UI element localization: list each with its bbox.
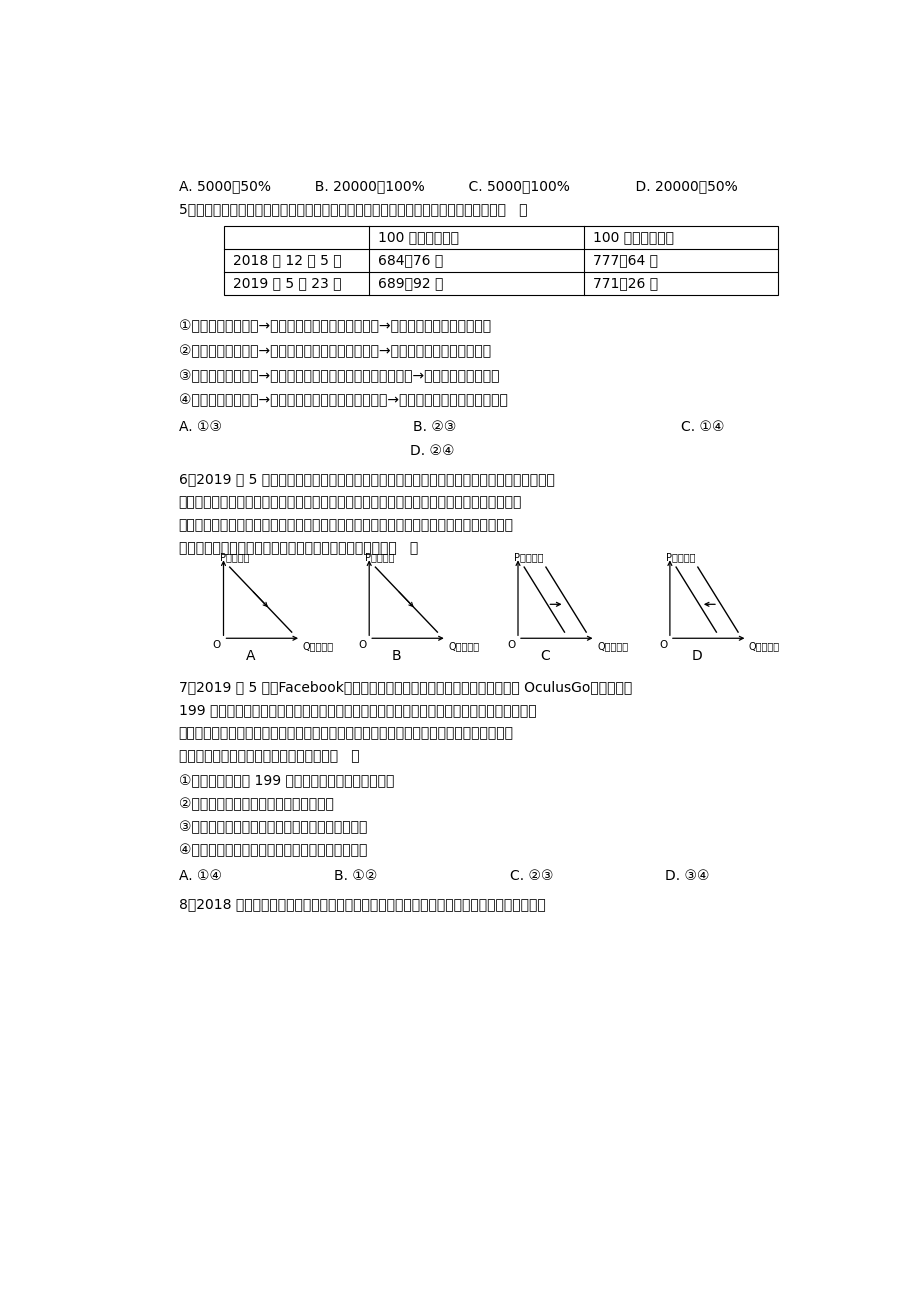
Text: 684．76 元: 684．76 元	[378, 253, 443, 267]
Text: 5．下表为中国人民银行外汇牌价变动情况。若不考虑其他因素，下列推导正确的是：（   ）: 5．下表为中国人民银行外汇牌价变动情况。若不考虑其他因素，下列推导正确的是：（ …	[178, 202, 527, 216]
Bar	[223, 225, 777, 294]
Text: O: O	[358, 639, 366, 650]
Text: D. ③④: D. ③④	[664, 870, 709, 883]
Text: 实，下列能正确反映传统能源公交车需求变动的图形是：（   ）: 实，下列能正确反映传统能源公交车需求变动的图形是：（ ）	[178, 542, 417, 555]
Text: A: A	[245, 648, 255, 663]
Text: Q（数量）: Q（数量）	[748, 642, 779, 651]
Text: B: B	[391, 648, 401, 663]
Text: ④人民币兑欧元升值→我国进口欧洲商品价格相对下降→有利于我国进口企业降低成本: ④人民币兑欧元升值→我国进口欧洲商品价格相对下降→有利于我国进口企业降低成本	[178, 393, 507, 408]
Text: 以获得良好的虚拟现实体验，如看电影时戴上它你会感觉自己坐在电影院里一样，渲染效果: 以获得良好的虚拟现实体验，如看电影时戴上它你会感觉自己坐在电影院里一样，渲染效果	[178, 727, 513, 740]
Text: C. ①④: C. ①④	[680, 419, 723, 434]
Text: Q（数量）: Q（数量）	[596, 642, 628, 651]
Text: 8．2018 年我国南方某地荔枝喜获丰收。为防止价贱伤农，当地政府倡议社会各界积极购买爱: 8．2018 年我国南方某地荔枝喜获丰收。为防止价贱伤农，当地政府倡议社会各界积…	[178, 897, 545, 911]
Text: 689．92 元: 689．92 元	[378, 276, 443, 290]
Text: P（价格）: P（价格）	[665, 552, 695, 562]
Text: ②该款头盔与电脑是互相补充的电子产品: ②该款头盔与电脑是互相补充的电子产品	[178, 797, 333, 811]
Text: O: O	[658, 639, 666, 650]
Text: 非常好。根据材料，下列分析正确的是：（   ）: 非常好。根据材料，下列分析正确的是：（ ）	[178, 749, 358, 763]
Text: ③商品使用价值的丰富能较好地满足消费者的需求: ③商品使用价值的丰富能较好地满足消费者的需求	[178, 820, 367, 835]
Text: 771．26 元: 771．26 元	[593, 276, 658, 290]
Text: 允许地方继续对购置新能源公交车给予补贴支持。不考虑其他因素，随着这一系列政策的落: 允许地方继续对购置新能源公交车给予补贴支持。不考虑其他因素，随着这一系列政策的落	[178, 518, 513, 533]
Text: 充电基础设施建设的支持力度，要求各地落实好新能源公交车免征车辆购置税、车船税政策，: 充电基础设施建设的支持力度，要求各地落实好新能源公交车免征车辆购置税、车船税政策…	[178, 495, 521, 509]
Text: C: C	[539, 648, 550, 663]
Text: O: O	[212, 639, 221, 650]
Text: D. ②④: D. ②④	[410, 444, 455, 458]
Text: 6．2019 年 5 月，国家财政部等四部委联合发布通知，强调要发挥好中央财政对新能源公交车: 6．2019 年 5 月，国家财政部等四部委联合发布通知，强调要发挥好中央财政对…	[178, 471, 554, 486]
Text: 7．2019 年 5 月，Facebook（脸书）正式发布了该公司的新款虚拟现实头盔 OculusGo。这款售价: 7．2019 年 5 月，Facebook（脸书）正式发布了该公司的新款虚拟现实…	[178, 680, 631, 694]
Text: 777．64 元: 777．64 元	[593, 253, 657, 267]
Text: Q（数量）: Q（数量）	[448, 642, 479, 651]
Text: P（价格）: P（价格）	[514, 552, 543, 562]
Text: ②人民币兑美元贬值→我国出口美国商品的价格下降→不利于我国商品出口到美国: ②人民币兑美元贬值→我国出口美国商品的价格下降→不利于我国商品出口到美国	[178, 344, 490, 358]
Text: ①美元兑人民币升值→我国企业在美国投资成本上升→不利于我国企业到美国投资: ①美元兑人民币升值→我国企业在美国投资成本上升→不利于我国企业到美国投资	[178, 319, 490, 333]
Text: 100 美元兑人民币: 100 美元兑人民币	[378, 230, 459, 243]
Text: P（价格）: P（价格）	[365, 552, 394, 562]
Text: A. 5000、50%          B. 20000、100%          C. 5000、100%               D. 20000、: A. 5000、50% B. 20000、100% C. 5000、100% D…	[178, 180, 736, 193]
Text: Q（数量）: Q（数量）	[302, 642, 334, 651]
Text: O: O	[506, 639, 515, 650]
Text: B. ①②: B. ①②	[334, 870, 377, 883]
Text: ①该款头盔的售价 199 美元是货币执行流通手段职能: ①该款头盔的售价 199 美元是货币执行流通手段职能	[178, 773, 393, 788]
Text: B. ②③: B. ②③	[413, 419, 456, 434]
Text: ③欧元兑人民币升值→同等数量的人民币可以换取较少的欧元→有利于我国偿还外债: ③欧元兑人民币升值→同等数量的人民币可以换取较少的欧元→有利于我国偿还外债	[178, 368, 498, 383]
Text: 199 美元的产品既不需要连接智能手机也不需要连接电脑，可独立使用，将其戴在头上，就可: 199 美元的产品既不需要连接智能手机也不需要连接电脑，可独立使用，将其戴在头上…	[178, 703, 536, 717]
Text: 100 欧元兑人民币: 100 欧元兑人民币	[593, 230, 674, 243]
Text: A. ①④: A. ①④	[178, 870, 221, 883]
Text: C. ②③: C. ②③	[510, 870, 553, 883]
Text: 2019 年 5 月 23 日: 2019 年 5 月 23 日	[233, 276, 341, 290]
Text: ④该款头盔观影效果好，对电影院有一定替代作用: ④该款头盔观影效果好，对电影院有一定替代作用	[178, 844, 367, 857]
Text: P（价格）: P（价格）	[220, 552, 249, 562]
Text: D: D	[691, 648, 701, 663]
Text: 2018 年 12 月 5 日: 2018 年 12 月 5 日	[233, 253, 341, 267]
Text: A. ①③: A. ①③	[178, 419, 221, 434]
